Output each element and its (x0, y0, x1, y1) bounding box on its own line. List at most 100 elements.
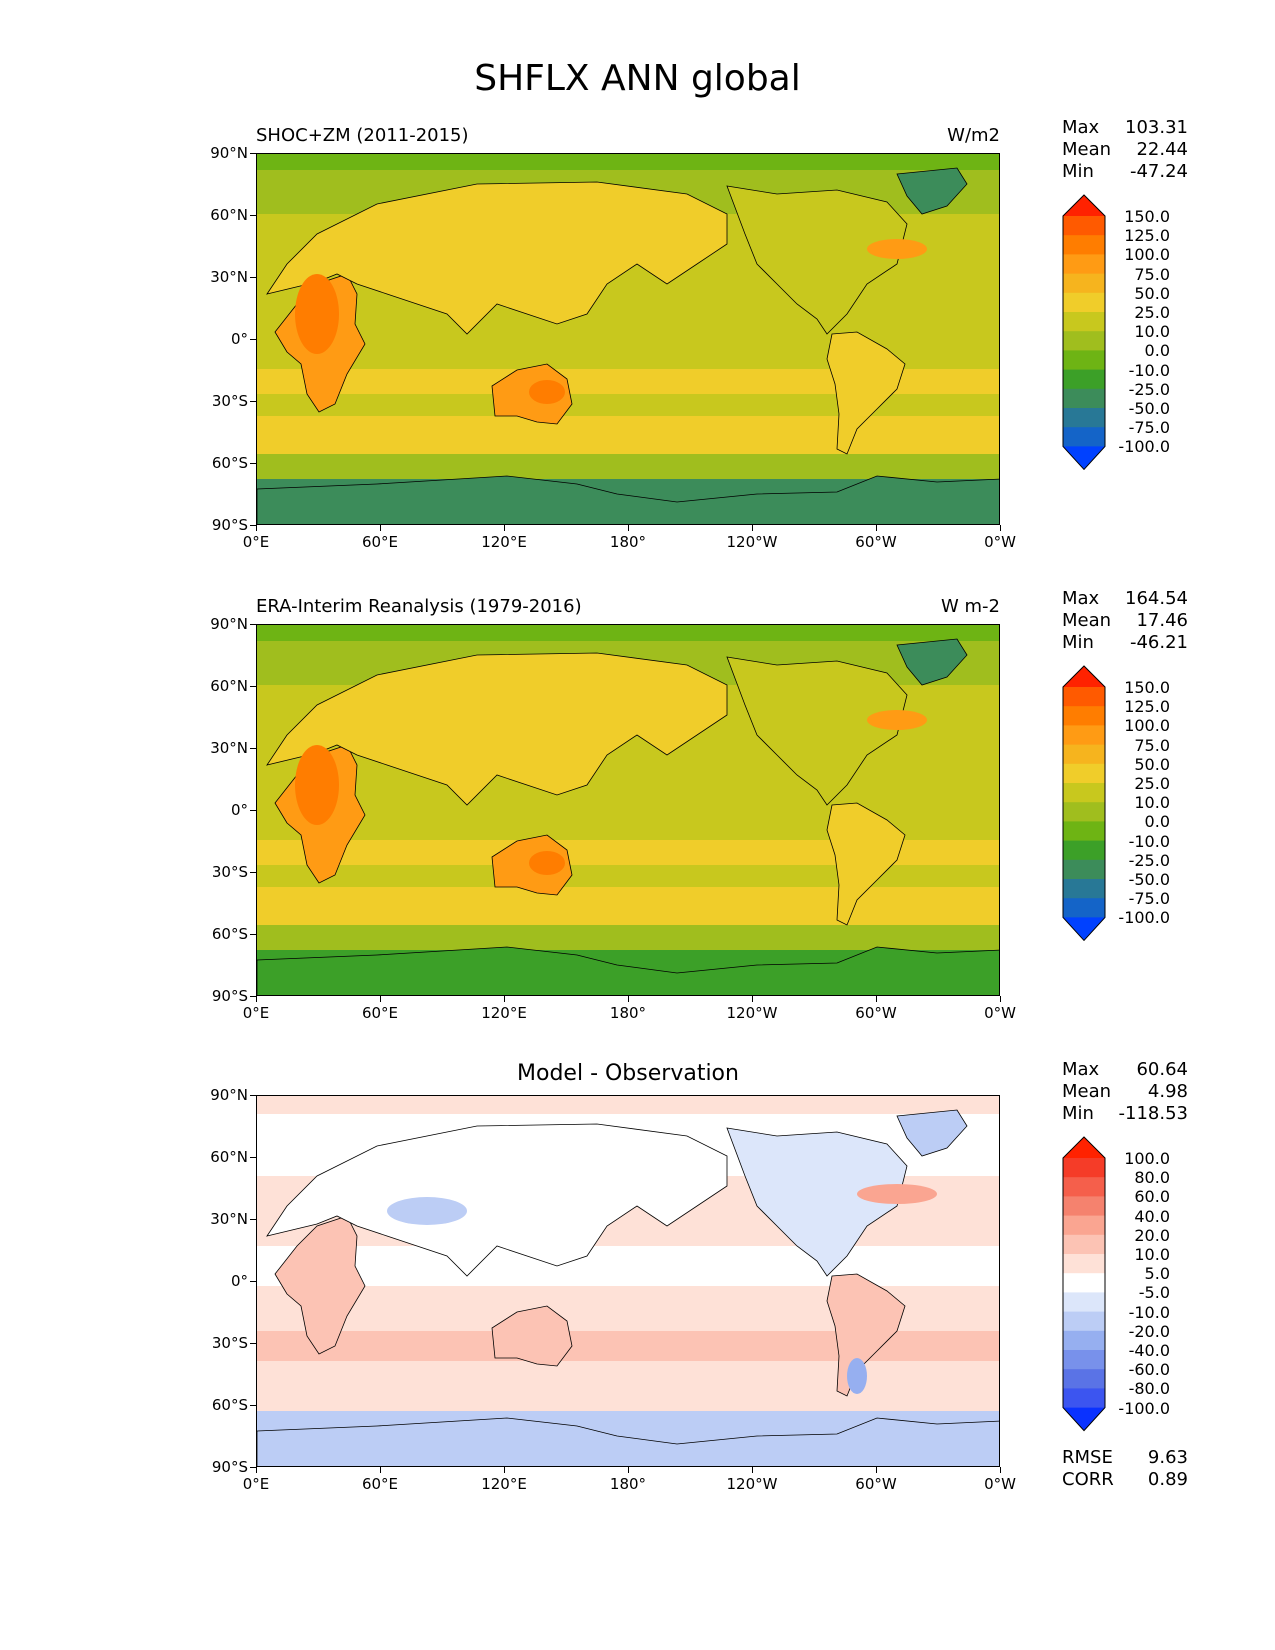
panel-units: W m-2 (940, 596, 1000, 617)
landmass-samerica (826, 802, 906, 926)
stat-max: Max 60.64 (1062, 1059, 1188, 1081)
y-tick-label: 30°S (211, 392, 248, 410)
colorbar-tick-label: 0.0 (1144, 341, 1170, 361)
field-band-7 (257, 416, 999, 454)
x-tick-mark (380, 1467, 382, 1473)
stats-block: Max 164.54 Mean 17.46 Min -46.21 (1062, 588, 1188, 654)
x-tick-label: 180° (609, 1004, 647, 1022)
colorbar-tick-label: 50.0 (1134, 754, 1170, 774)
metric-corr-value: 0.89 (1147, 1469, 1188, 1490)
colorbar-tick-label: 10.0 (1134, 322, 1170, 342)
x-tick-mark (256, 996, 258, 1002)
colorbar-segment (1063, 273, 1105, 294)
landmass-namerica (726, 656, 908, 806)
stat-mean: Mean 17.46 (1062, 610, 1188, 632)
x-tick-mark (1000, 525, 1002, 531)
x-tick-mark (876, 525, 878, 531)
colorbar-segment (1063, 408, 1105, 428)
colorbar-tick-label: -10.0 (1128, 1302, 1170, 1322)
colorbar-tick-label: -10.0 (1128, 831, 1170, 851)
colorbar-segment (1063, 312, 1105, 332)
x-tick-label: 0°E (242, 533, 270, 551)
colorbar-tick-label: 60.0 (1134, 1187, 1170, 1207)
landmass-greenland (896, 167, 968, 215)
colorbar-tick-label: -50.0 (1128, 870, 1170, 889)
colorbar-tick-label: -25.0 (1128, 379, 1170, 399)
stat-mean-value: 4.98 (1147, 1081, 1188, 1102)
stat-mean-value: 22.44 (1136, 139, 1188, 160)
x-tick-label: 60°W (855, 1475, 897, 1493)
x-tick-label: 0°W (984, 1475, 1016, 1493)
x-tick-mark (1000, 1467, 1002, 1473)
field-band-7 (257, 887, 999, 925)
colorbar-tick-label: -75.0 (1128, 418, 1170, 438)
x-tick-mark (1000, 996, 1002, 1002)
colorbar-tick-label: -80.0 (1128, 1379, 1170, 1399)
field-band-6 (257, 865, 999, 887)
metric-corr-label: CORR (1062, 1469, 1114, 1490)
y-tick-mark (250, 1405, 256, 1407)
colorbar-segment (1063, 898, 1105, 918)
x-tick-label: 60°W (855, 533, 897, 551)
colorbar-segment (1063, 292, 1105, 313)
colorbar-extend-max (1063, 666, 1105, 687)
map-panel-reference (256, 624, 1000, 996)
colorbar-segment (1063, 1292, 1105, 1313)
y-tick-mark (250, 215, 256, 217)
landmass-namerica (726, 185, 908, 335)
colorbar-tick-label: -75.0 (1128, 889, 1170, 909)
colorbar-tick-label: 25.0 (1134, 303, 1170, 322)
colorbar (1062, 1136, 1106, 1436)
colorbar-segment (1063, 821, 1105, 842)
y-tick-mark (250, 339, 256, 341)
colorbar-svg (1062, 665, 1106, 942)
stat-max-value: 60.64 (1136, 1059, 1188, 1080)
hotspot-sahara (295, 745, 339, 825)
anomaly-tibet (387, 1197, 467, 1225)
y-tick-mark (250, 463, 256, 465)
colorbar-outline (1062, 1136, 1106, 1432)
stat-min-value: -46.21 (1129, 632, 1188, 653)
x-tick-label: 120°W (726, 533, 778, 551)
y-tick-label: 90°N (210, 1086, 248, 1104)
y-tick-mark (250, 1281, 256, 1283)
colorbar-segment (1063, 427, 1105, 447)
x-tick-label: 120°W (726, 1004, 778, 1022)
y-tick-label: 60°S (211, 454, 248, 472)
colorbar-tick-label: 50.0 (1134, 283, 1170, 303)
colorbar-tick-label: -100.0 (1118, 437, 1170, 457)
field-band-6 (257, 1361, 999, 1411)
colorbar-segment (1063, 388, 1105, 409)
y-tick-label: 90°S (211, 516, 248, 534)
map-panel-test (256, 153, 1000, 525)
colorbar-segment (1063, 216, 1105, 236)
landmass-samerica (826, 331, 906, 455)
x-tick-mark (752, 1467, 754, 1473)
field-band-0 (257, 154, 999, 170)
stat-min-label: Min (1062, 632, 1094, 653)
stat-mean: Mean 4.98 (1062, 1081, 1188, 1103)
stat-max-label: Max (1062, 117, 1100, 138)
y-tick-label: 60°S (211, 1396, 248, 1414)
landmass-eurasia (266, 652, 728, 806)
x-tick-mark (628, 1467, 630, 1473)
field-band-8 (257, 454, 999, 479)
panel-title: ERA-Interim Reanalysis (1979-2016) (256, 596, 582, 617)
stat-max-value: 103.31 (1125, 117, 1188, 138)
colorbar-segment (1063, 369, 1105, 390)
colorbar-tick-label: -100.0 (1118, 1398, 1170, 1418)
x-tick-label: 60°E (361, 533, 399, 551)
colorbar-tick-label: 125.0 (1124, 226, 1170, 246)
colorbar-tick-label: -50.0 (1128, 399, 1170, 418)
colorbar-segment (1063, 1311, 1105, 1332)
colorbar-segment (1063, 1196, 1105, 1217)
y-tick-mark (250, 401, 256, 403)
x-tick-label: 0°E (242, 1475, 270, 1493)
field-band-3 (257, 1246, 999, 1286)
x-tick-label: 0°E (242, 1004, 270, 1022)
y-tick-mark (250, 1467, 256, 1469)
stat-max: Max 103.31 (1062, 117, 1188, 139)
x-tick-mark (876, 996, 878, 1002)
stat-mean-value: 17.46 (1136, 610, 1188, 631)
colorbar-tick-label: 0.0 (1144, 812, 1170, 832)
